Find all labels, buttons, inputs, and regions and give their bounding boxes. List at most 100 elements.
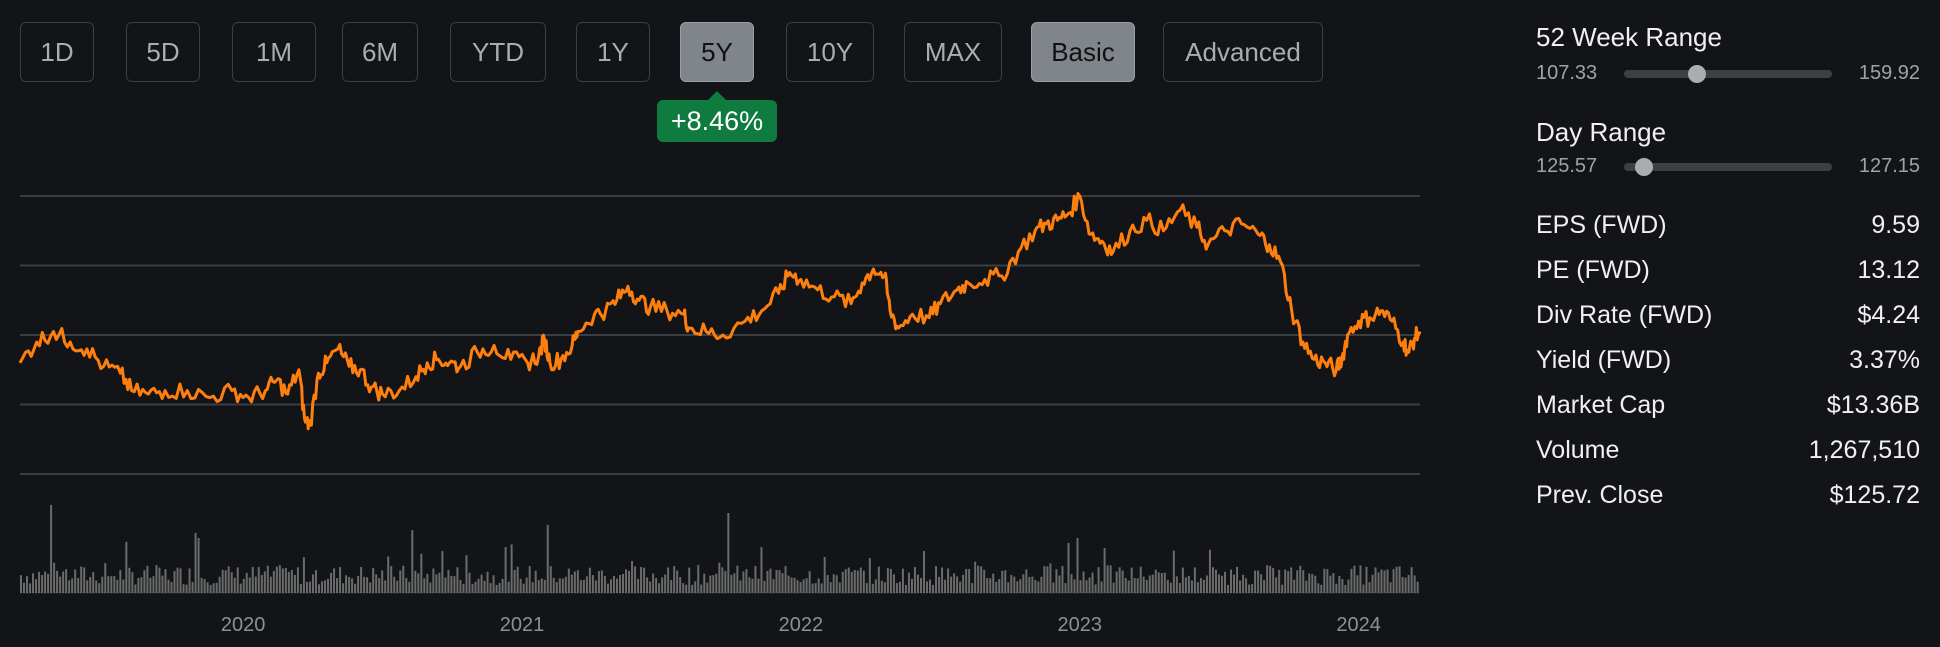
volume-bar [649, 581, 652, 593]
volume-bar [438, 572, 441, 593]
advanced-mode-button[interactable]: Advanced [1163, 22, 1323, 82]
range-6m-button[interactable]: 6M [342, 22, 418, 82]
volume-bar [158, 567, 161, 593]
volume-bar [1025, 569, 1028, 593]
volume-bar [1079, 580, 1082, 593]
basic-mode-button[interactable]: Basic [1031, 22, 1135, 82]
range-5y-button[interactable]: 5Y [680, 22, 754, 82]
range-1m-button[interactable]: 1M [232, 22, 316, 82]
volume-bar [317, 584, 320, 593]
volume-bar [1413, 575, 1416, 593]
volume-bar [1052, 582, 1055, 593]
x-tick-label: 2022 [779, 614, 824, 636]
volume-bar [546, 525, 549, 593]
volume-bar [1076, 538, 1079, 593]
volume-bar [468, 572, 471, 593]
volume-bar [80, 566, 83, 593]
volume-bar [254, 576, 257, 593]
volume-bar [293, 574, 296, 593]
volume-bar [321, 581, 323, 593]
volume-bar [1290, 567, 1293, 593]
volume-bar [1127, 580, 1130, 593]
volume-bar [137, 577, 140, 593]
volume-bar [983, 569, 986, 593]
volume-bar [697, 565, 700, 593]
volume-bar [1031, 576, 1034, 593]
volume-bar [950, 576, 953, 593]
volume-bar [522, 583, 525, 593]
volume-bar [281, 568, 284, 593]
volume-bar [441, 551, 444, 593]
range-max-button[interactable]: MAX [904, 22, 1002, 82]
volume-bar [1356, 575, 1359, 593]
volume-bar [251, 566, 254, 593]
volume-bar [143, 570, 146, 593]
volume-bar [218, 576, 221, 593]
volume-bar [986, 578, 989, 593]
volume-bar [146, 565, 149, 593]
range-ytd-button[interactable]: YTD [450, 22, 546, 82]
volume-bar [652, 573, 655, 593]
week52-range-title: 52 Week Range [1536, 22, 1722, 52]
volume-bar [1245, 578, 1248, 593]
range-5d-button[interactable]: 5D [126, 22, 200, 82]
volume-bar [53, 562, 56, 593]
volume-bar [501, 578, 504, 593]
volume-bar [492, 575, 495, 593]
volume-bar [1013, 576, 1016, 593]
volume-bar [582, 579, 585, 593]
volume-bar [570, 574, 573, 593]
volume-bar [1398, 566, 1401, 593]
volume-bar [1251, 584, 1254, 593]
volume-bar [1401, 576, 1404, 593]
volume-bar [122, 579, 125, 593]
volume-bar [287, 571, 290, 593]
volume-bar [489, 583, 492, 593]
volume-bar [784, 566, 787, 593]
volume-bar [314, 570, 317, 593]
range-1d-button[interactable]: 1D [20, 22, 94, 82]
volume-bar [311, 574, 314, 593]
volume-bar [1166, 579, 1169, 593]
range-10y-button[interactable]: 10Y [786, 22, 874, 82]
volume-bar [585, 576, 588, 593]
volume-bar [185, 584, 188, 593]
volume-bar [1136, 578, 1139, 593]
volume-bar [113, 575, 116, 593]
volume-bar [631, 560, 634, 593]
volume-bar [793, 577, 796, 593]
volume-bar [1311, 574, 1314, 593]
stat-row-market-cap: Market Cap $13.36B [1536, 391, 1920, 427]
volume-bar [1230, 569, 1233, 593]
volume-bar [682, 583, 685, 593]
volume-bar [838, 582, 841, 593]
volume-bar [962, 574, 965, 593]
volume-bar [880, 580, 883, 593]
volume-bar [266, 565, 269, 593]
volume-bar [260, 575, 263, 593]
day-range-low: 125.57 [1536, 155, 1598, 177]
week52-range-low: 107.33 [1536, 62, 1598, 84]
volume-bar [1296, 570, 1299, 593]
volume-bar [901, 568, 904, 593]
range-1y-button[interactable]: 1Y [576, 22, 650, 82]
volume-bar [787, 575, 790, 593]
volume-bar [923, 551, 925, 593]
volume-bar [1263, 579, 1266, 593]
week52-range-track [1624, 65, 1832, 83]
volume-bar [498, 583, 501, 593]
volume-bar [179, 568, 182, 593]
volume-bar [868, 558, 871, 593]
volume-bar [727, 513, 730, 593]
volume-bar [537, 580, 540, 593]
volume-bar [555, 582, 558, 593]
volume-bar [155, 565, 158, 593]
volume-bar [1148, 575, 1151, 593]
volume-bar [212, 583, 215, 593]
volume-bar [691, 584, 694, 593]
volume-bar [125, 541, 128, 593]
stat-label: Prev. Close [1536, 481, 1664, 509]
volume-bar [1224, 571, 1226, 593]
volume-bar [1178, 582, 1181, 593]
volume-bar [971, 583, 974, 593]
